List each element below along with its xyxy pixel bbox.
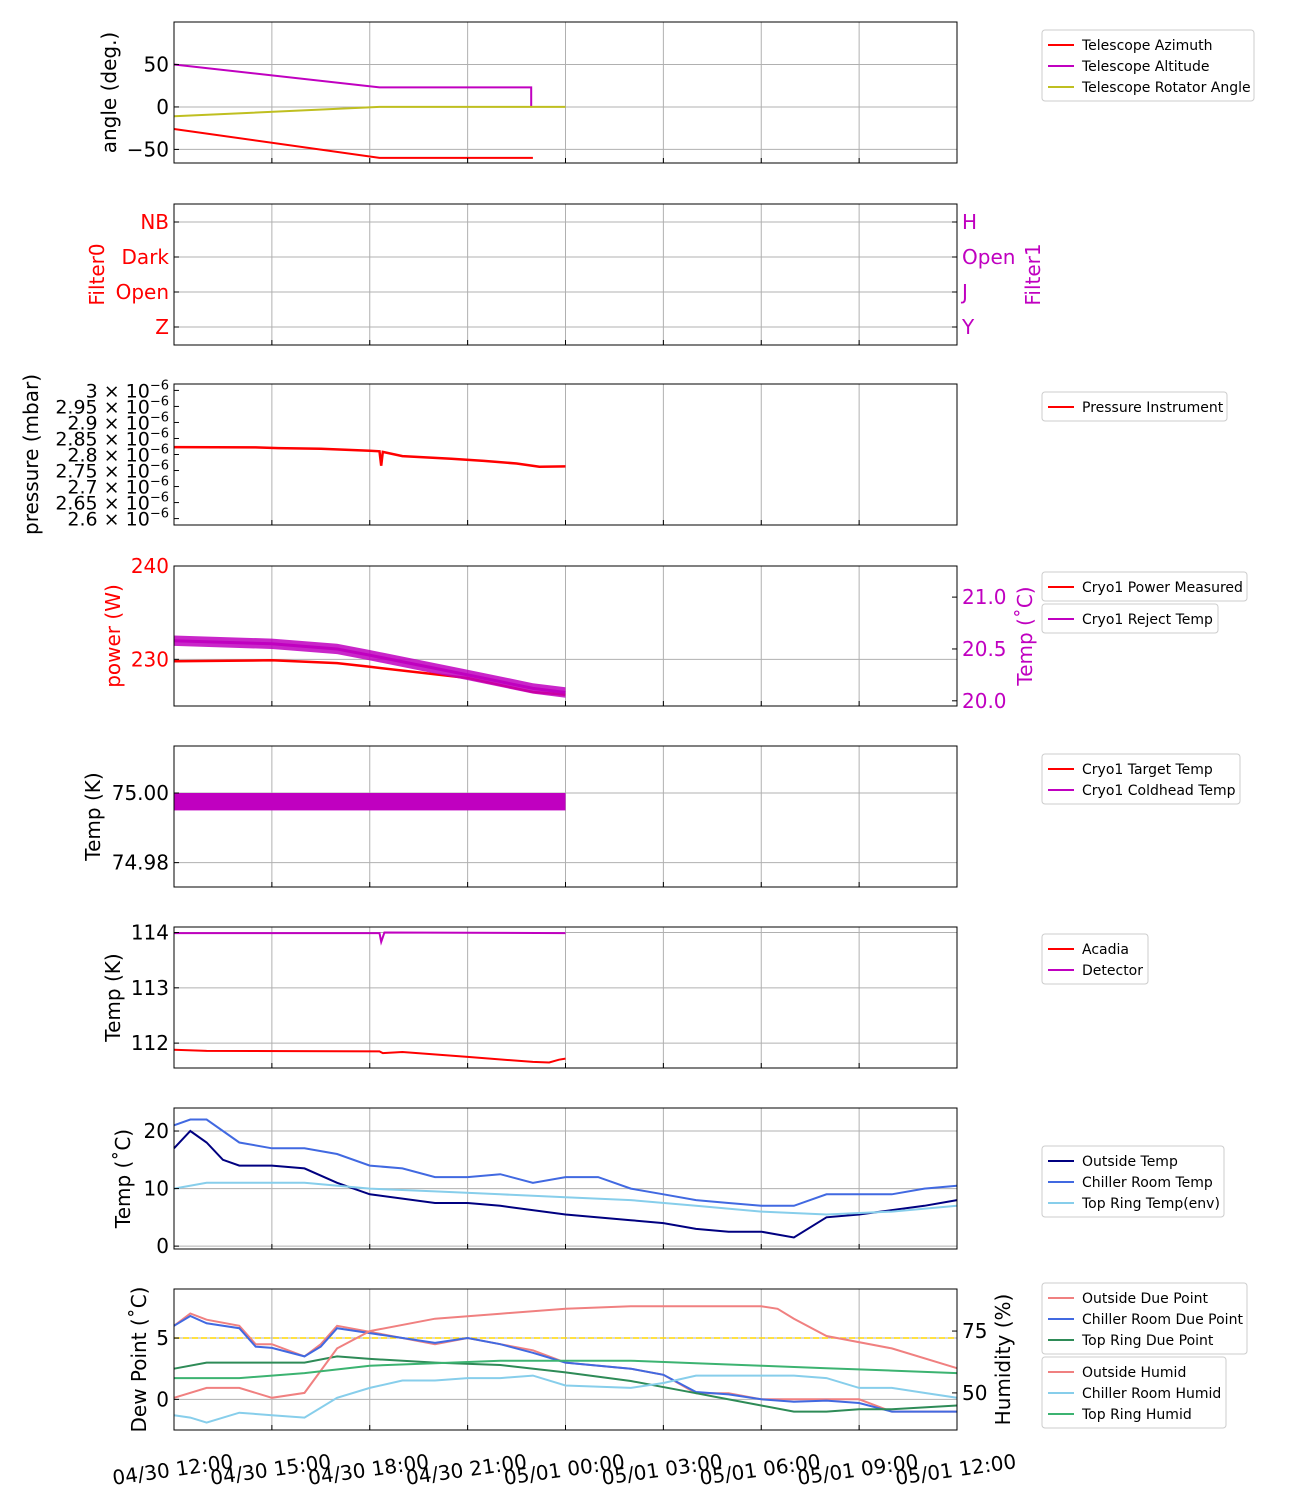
y-axis-label: angle (deg.) [97,32,121,154]
y-axis-label: pressure (mbar) [19,374,43,535]
y-axis-label: Temp (K) [81,772,105,861]
y-tick-label: −50 [127,137,169,161]
y-tick-label: 2.8 × 10−6 [67,443,169,467]
legend-label: Acadia [1082,942,1129,958]
filter1-tick-label: J [960,280,968,304]
y-tick-label: 0 [156,1234,169,1258]
y-tick-label-right: 75 [962,1319,987,1343]
y-tick-label: 75.00 [112,781,169,805]
series-line-telescope-rotator-angle [173,105,566,118]
legend-angles [1041,29,1255,102]
y-tick-label-right: 21.0 [962,585,1007,609]
series-line-top-ring-due-point [173,1355,958,1413]
legend-label: Chiller Room Temp [1082,1175,1213,1191]
y-axis-label: Dew Point (˚C) [127,1286,151,1432]
y-axis-label: Temp (˚C) [111,1129,135,1229]
y-tick-label: 230 [131,647,169,671]
legend-cryo-temp [1041,753,1241,805]
y-tick-label: 20 [144,1119,169,1143]
series-line-top-ring-temp-env- [173,1181,958,1216]
y-tick-label: 2.95 × 10−6 [55,394,169,418]
legend-label: Chiller Room Due Point [1082,1312,1243,1328]
y-axis-label: Temp (K) [101,953,125,1042]
filter0-axis-label: Filter0 [85,243,109,305]
frame-layer [173,21,958,1431]
legend-env-temp [1041,1145,1225,1218]
legend-label: Telescope Altitude [1081,59,1210,75]
y-tick-label: 2.7 × 10−6 [67,475,169,499]
y-tick-label: 74.98 [112,851,169,875]
filter0-tick-label: Z [155,315,169,339]
series-line-chiller-room-due-point [173,1314,957,1413]
legend-dew-point [1041,1282,1248,1355]
series-band-cryo1-coldhead-temp [174,793,566,811]
y-tick-label-right: 20.5 [962,637,1007,661]
y-tick-label: 112 [131,1031,169,1055]
legend-label: Outside Temp [1082,1154,1178,1170]
y-tick-label-right: 20.0 [962,689,1007,713]
series-line-telescope-altitude [173,63,533,107]
legend-label: Outside Due Point [1082,1291,1209,1307]
series-band-cryo1-reject-temp [174,635,566,698]
filter1-tick-label: H [962,210,977,234]
legend-label: Top Ring Due Point [1081,1333,1214,1349]
legend-label: Detector [1082,963,1143,979]
legend-cryo-reject [1041,603,1219,634]
filter0-tick-label: Dark [122,245,170,269]
series-line-telescope-azimuth [173,128,533,159]
humidity-axis-label: Humidity (%) [991,1294,1015,1426]
y-tick-label: 5 [156,1326,169,1350]
legend-humidity [1041,1356,1227,1429]
legend-label: Cryo1 Coldhead Temp [1082,783,1236,799]
series-line-pressure-instrument [173,445,566,468]
grid-layer [174,22,957,1430]
y-tick-label: 114 [131,921,169,945]
series-line-outside-due-point [173,1312,957,1413]
y-tick-label: 240 [131,554,169,578]
series-line-outside-humid [173,1305,958,1399]
power-axis-label: power (W) [101,584,125,688]
data-layer [173,63,958,1424]
legend-layer: Telescope Azimuth Telescope Altitude Teles… [1041,29,1255,1429]
legend-label: Outside Humid [1082,1365,1186,1381]
legend-label: Cryo1 Reject Temp [1082,612,1213,628]
legend-label: Telescope Rotator Angle [1081,80,1251,96]
y-tick-label: 10 [144,1177,169,1201]
filter1-axis-label: Filter1 [1021,243,1045,305]
series-line-outside-temp [173,1129,958,1239]
y-tick-label: 2.65 × 10−6 [55,491,169,515]
filter0-tick-label: NB [140,210,169,234]
y-tick-label: 113 [131,976,169,1000]
y-tick-label: 2.75 × 10−6 [55,459,169,483]
legend-cryo-power [1041,571,1248,602]
legend-detector [1041,933,1149,985]
series-line-top-ring-humid [174,1359,958,1380]
series-line-acadia [173,1048,566,1064]
legend-label: Telescope Azimuth [1081,38,1212,54]
series-line-chiller-room-temp [173,1118,958,1207]
y-tick-label-right: 50 [962,1381,987,1405]
filter1-tick-label: Open [962,245,1015,269]
y-tick-label: 3 × 10−6 [86,378,169,402]
y-tick-label: 2.9 × 10−6 [67,410,169,434]
legend-pressure [1041,391,1228,422]
legend-label: Top Ring Temp(env) [1081,1196,1220,1212]
legend-label: Chiller Room Humid [1082,1386,1221,1402]
filter1-tick-label: Y [961,315,975,339]
legend-label: Cryo1 Power Measured [1082,580,1243,596]
y-tick-label: 50 [144,52,169,76]
legend-label: Cryo1 Target Temp [1082,762,1213,778]
filter0-tick-label: Open [116,280,169,304]
y-tick-label: 2.6 × 10−6 [67,507,169,531]
y-tick-label: 0 [156,1387,169,1411]
legend-label: Top Ring Humid [1081,1407,1192,1423]
y-tick-label: 2.85 × 10−6 [55,426,169,450]
series-line-chiller-room-humid [173,1374,958,1424]
legend-label: Pressure Instrument [1082,400,1224,416]
reject-temp-axis-label: Temp (˚C) [1013,586,1037,686]
y-tick-label: 0 [156,95,169,119]
series-line-detector [174,931,566,946]
